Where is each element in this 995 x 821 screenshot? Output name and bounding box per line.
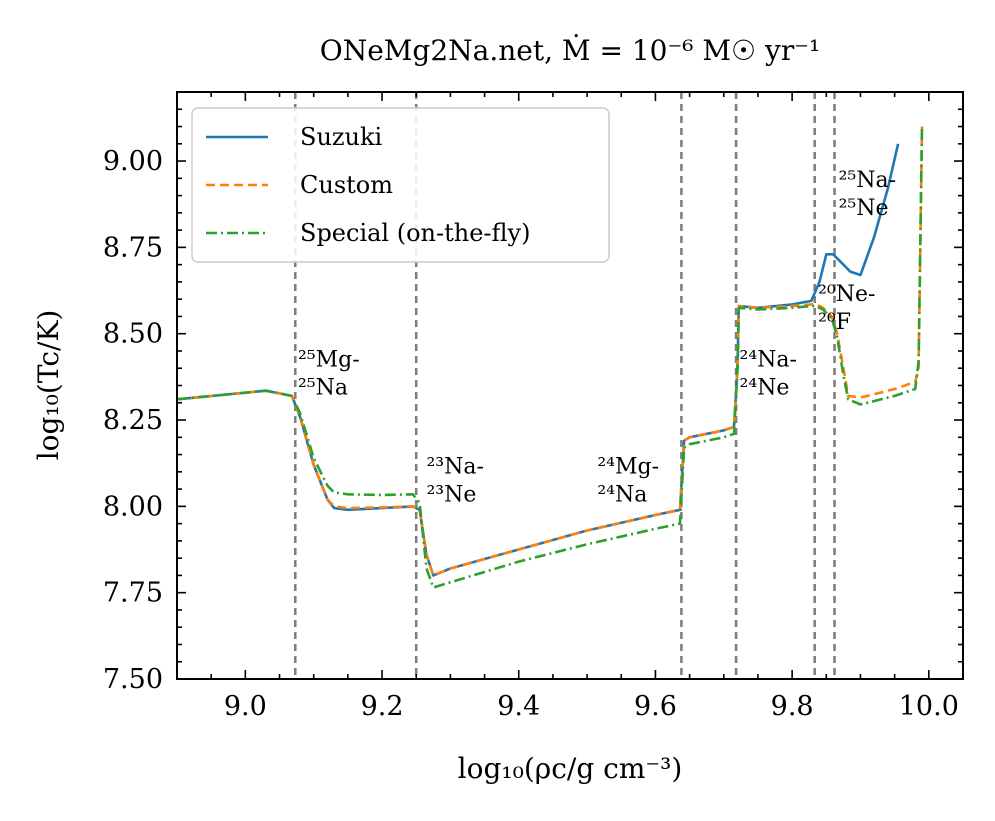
y-tick-label: 8.50 bbox=[103, 319, 163, 350]
annotation-5-top: ²⁵Na- bbox=[839, 168, 896, 193]
legend: Suzuki Custom Special (on-the-fly) bbox=[191, 107, 610, 263]
annotations: ²⁵Mg- ²⁵Na ²³Na- ²³Ne ²⁴Mg- ²⁴Na ²⁴Na- ²⁴Ne ²⁰Ne… bbox=[298, 168, 896, 508]
y-tick-label: 8.75 bbox=[103, 232, 163, 263]
x-tick-label: 9.2 bbox=[361, 691, 404, 722]
annotation-2-bottom: ²⁴Na bbox=[597, 482, 647, 507]
annotation-2-top: ²⁴Mg- bbox=[597, 454, 659, 479]
series-line-1 bbox=[177, 126, 924, 577]
annotation-0-top: ²⁵Mg- bbox=[298, 347, 360, 372]
annotation-5-bottom: ²⁵Ne bbox=[839, 196, 889, 221]
y-axis-label: log₁₀(Tc/K) bbox=[32, 310, 65, 461]
x-tick-label: 9.0 bbox=[224, 691, 267, 722]
y-tick-label: 8.25 bbox=[103, 405, 163, 436]
y-tick-label: 9.00 bbox=[103, 146, 163, 177]
chart-title: ONeMg2Na.net, Ṁ = 10⁻⁶ M☉ yr⁻¹ bbox=[320, 34, 821, 67]
x-tick-label: 9.8 bbox=[771, 691, 814, 722]
series-line-2 bbox=[177, 126, 924, 589]
annotation-3-top: ²⁴Na- bbox=[740, 347, 797, 372]
legend-label-1: Custom bbox=[300, 171, 393, 199]
annotation-1-bottom: ²³Ne bbox=[426, 482, 476, 507]
y-tick-label: 7.50 bbox=[103, 664, 163, 695]
legend-label-2: Special (on-the-fly) bbox=[300, 219, 530, 247]
annotation-3-bottom: ²⁴Ne bbox=[740, 375, 790, 400]
x-axis-label: log₁₀(ρc/g cm⁻³) bbox=[458, 752, 683, 785]
annotation-0-bottom: ²⁵Na bbox=[298, 375, 348, 400]
y-tick-label: 7.75 bbox=[103, 578, 163, 609]
y-tick-label: 8.00 bbox=[103, 491, 163, 522]
annotation-1-top: ²³Na- bbox=[426, 454, 483, 479]
x-tick-label: 9.4 bbox=[497, 691, 540, 722]
x-tick-label: 9.6 bbox=[634, 691, 677, 722]
series-layer bbox=[177, 126, 924, 589]
legend-label-0: Suzuki bbox=[300, 123, 383, 151]
annotation-4-top: ²⁰Ne- bbox=[818, 282, 875, 307]
x-tick-label: 10.0 bbox=[899, 691, 959, 722]
plot-frame bbox=[176, 91, 964, 680]
annotation-4-bottom: ²⁰F bbox=[818, 310, 851, 335]
legend-box bbox=[191, 107, 610, 263]
